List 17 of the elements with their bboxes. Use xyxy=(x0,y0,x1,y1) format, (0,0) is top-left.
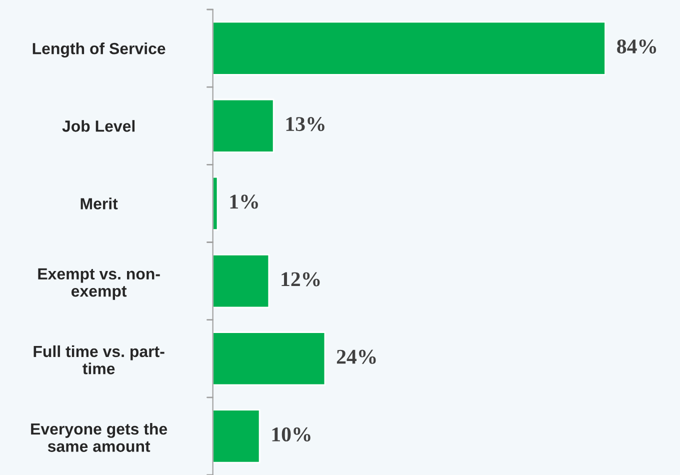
y-tick-label: Merit xyxy=(80,198,118,210)
data-label: 24% xyxy=(336,350,376,364)
data-label: 84% xyxy=(617,39,656,54)
bar xyxy=(212,332,326,386)
y-tick-label: Full time vs. part- time xyxy=(34,345,164,374)
y-tick-label: Everyone gets the same amount xyxy=(31,422,168,452)
y-tick-label: Length of Service xyxy=(32,42,166,58)
y-tick-label: Exempt vs. non- exempt xyxy=(38,268,160,300)
bar xyxy=(212,409,260,464)
bar xyxy=(212,254,270,308)
data-label: 13% xyxy=(286,117,324,132)
y-tick-label: Job Level xyxy=(62,120,135,132)
bar xyxy=(212,21,606,76)
data-label: 10% xyxy=(272,427,310,442)
bar xyxy=(212,98,274,153)
data-label: 12% xyxy=(282,272,320,286)
data-label: 1% xyxy=(230,194,258,209)
